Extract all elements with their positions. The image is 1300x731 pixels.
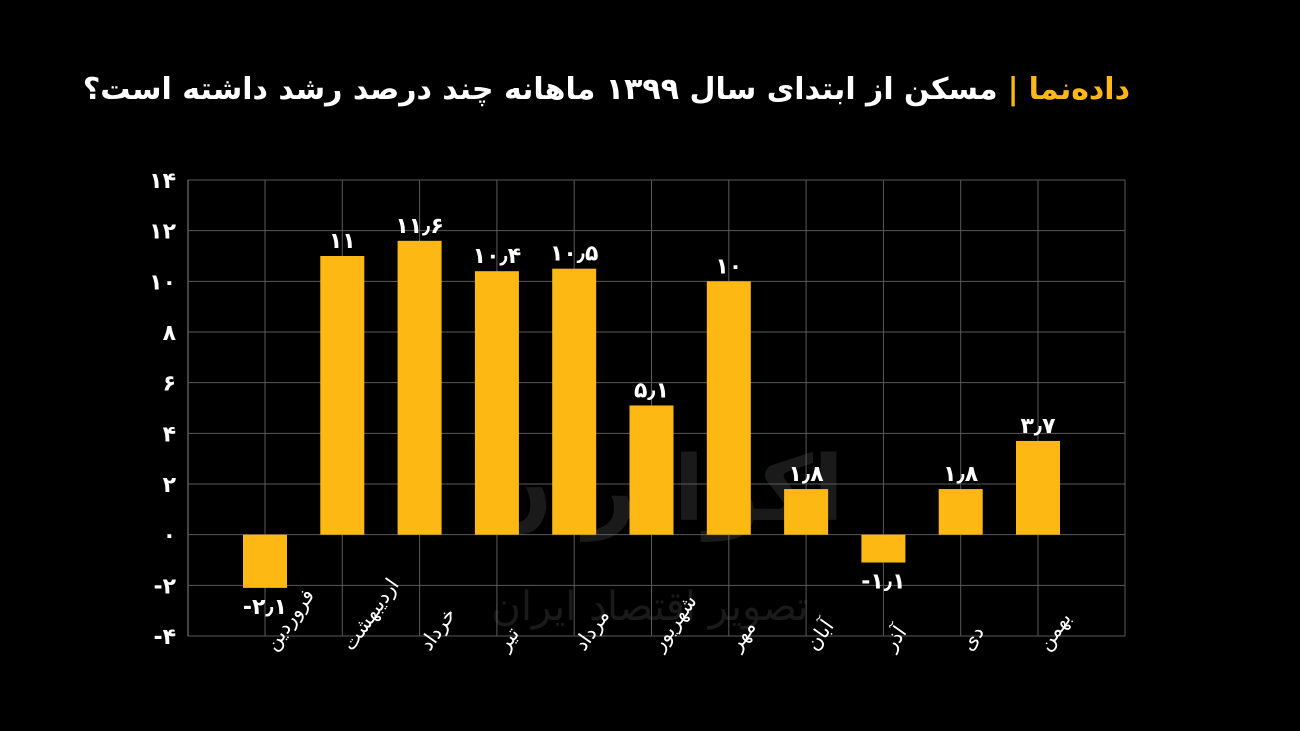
watermark-tagline: تصویر اقتصاد ایران [492,584,809,630]
data-label: ۱۰ [715,254,742,279]
data-label: -۱٫۱ [861,570,905,595]
data-label: ۱٫۸ [789,462,825,487]
y-axis-ticks: -۴ -۲ ۰ ۲ ۴ ۶ ۸ ۱۰ ۱۲ ۱۴ [149,169,176,650]
brand-name: داده‌نما [1028,72,1130,107]
bar [629,405,674,535]
x-category-label: دی [955,621,989,655]
chart-title: داده‌نما | مسکن از ابتدای سال ۱۳۹۹ ماهانه … [83,72,1130,107]
bar [320,256,365,535]
bar [1016,440,1060,535]
data-label: ۱۰٫۵ [550,242,599,267]
bar [243,534,287,588]
y-tick-label: -۴ [153,625,176,650]
bar [706,281,751,535]
x-category-label: بهمن [1032,607,1076,655]
data-labels: -۲٫۱ ۱۱ ۱۱٫۶ ۱۰٫۴ ۱۰٫۵ ۵٫۱ ۱۰ ۱٫۸ -۱٫۱ ۱٫۸ ۳٫۷ [243,214,1056,620]
y-tick-label: ۰ [163,524,176,549]
bar [861,534,906,563]
bars [243,240,1060,588]
bar [474,271,519,535]
y-tick-label: ۲ [163,473,177,498]
y-tick-label: -۲ [153,574,176,599]
bar [938,489,983,535]
y-tick-label: ۱۴ [149,169,176,194]
title-question: مسکن از ابتدای سال ۱۳۹۹ ماهانه چند درصد … [82,72,998,107]
y-tick-label: ۶ [163,372,176,397]
x-category-label: خرداد [414,603,460,655]
data-label: ۱٫۸ [943,462,979,487]
data-label: ۱۰٫۴ [473,244,522,269]
y-tick-label: ۱۲ [149,220,176,245]
x-category-label: آذر [876,620,912,656]
y-tick-label: ۴ [163,422,176,447]
data-label: -۲٫۱ [243,595,287,620]
data-label: ۱۱ [329,229,356,254]
title-separator: | [1007,72,1019,107]
data-label: ۵٫۱ [634,378,669,403]
y-tick-label: ۸ [163,321,177,346]
bar [397,240,442,535]
bar [784,489,829,535]
y-tick-label: ۱۰ [149,270,176,295]
bar [552,268,597,535]
data-label: ۳٫۷ [1020,414,1056,439]
data-label: ۱۱٫۶ [395,214,444,239]
